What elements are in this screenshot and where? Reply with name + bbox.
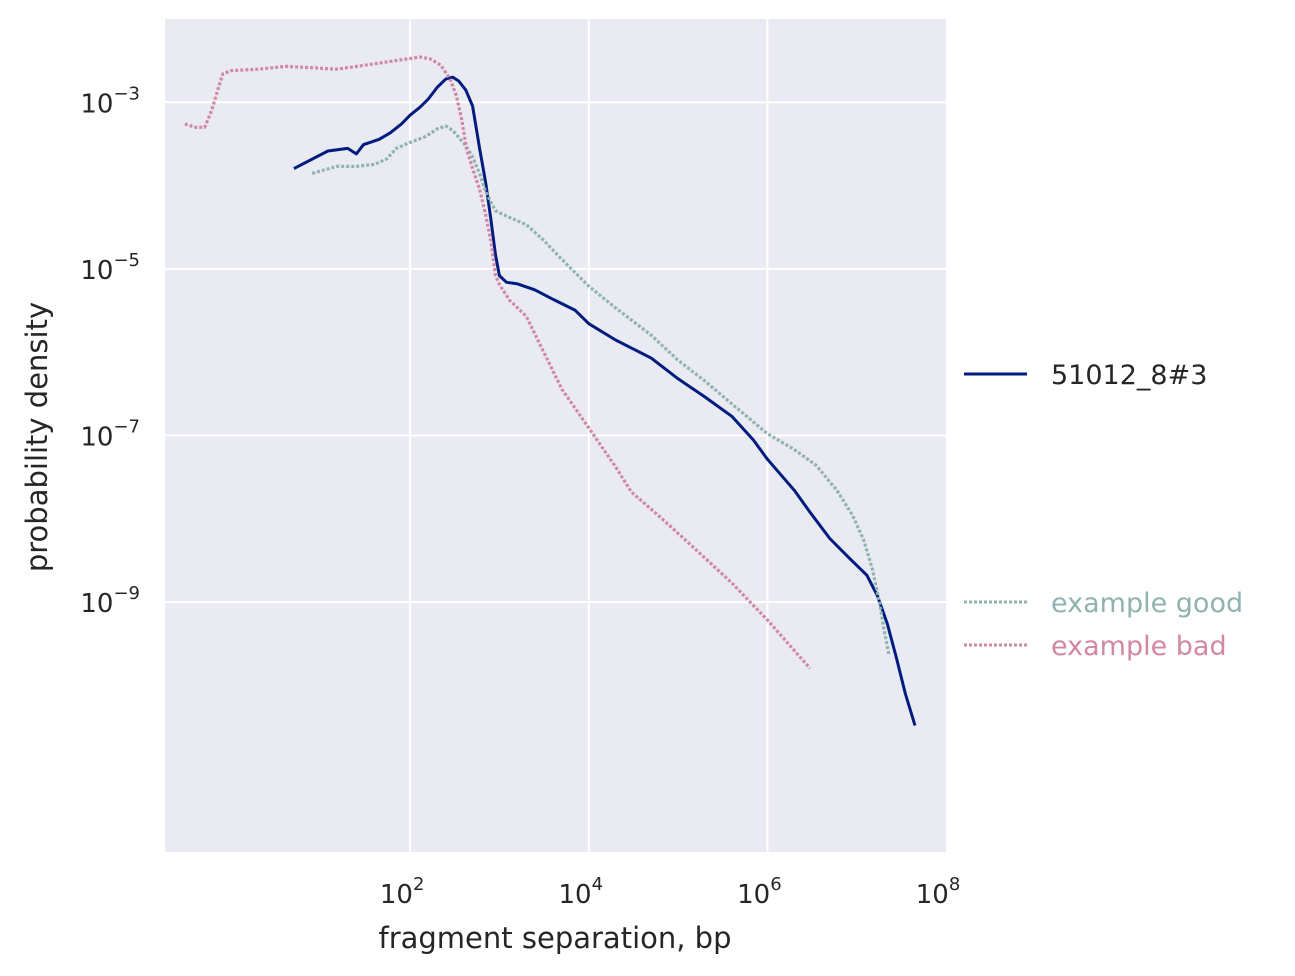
legend-label-51012-8-3: 51012_8#3 xyxy=(1051,360,1207,391)
x-tick-label-1: 104 xyxy=(558,874,603,910)
x-tick-label-0: 102 xyxy=(380,874,425,910)
y-axis-label: probability density xyxy=(20,302,54,572)
y-tick-label-2: 10−7 xyxy=(80,417,140,453)
y-tick-label-3-base: 10−9 xyxy=(80,583,140,619)
x-tick-label-2-exponent: 6 xyxy=(770,874,781,895)
x-tick-label-2-base: 106 xyxy=(737,874,782,910)
y-tick-label-1-base: 10−5 xyxy=(80,250,140,286)
x-tick-label-0-base: 102 xyxy=(380,874,425,910)
x-tick-label-3-base: 108 xyxy=(916,874,961,910)
y-tick-label-3-exponent: −9 xyxy=(113,583,140,604)
series-line-51012-8-3 xyxy=(293,75,917,726)
y-tick-label-0-exponent: −3 xyxy=(113,83,140,104)
y-tick-label-0: 10−3 xyxy=(80,83,140,119)
x-tick-label-2: 106 xyxy=(737,874,782,910)
y-tick-label-2-exponent: −7 xyxy=(113,417,140,438)
legend-label-example-bad: example bad xyxy=(1051,631,1227,662)
legend-label-example-good: example good xyxy=(1051,588,1243,619)
x-axis-label: fragment separation, bp xyxy=(379,921,732,955)
x-tick-label-0-exponent: 2 xyxy=(413,874,424,895)
series-layer xyxy=(184,55,917,726)
tick-layer: 102 104 106 108 10−3 10−5 10−7 10−9 xyxy=(80,83,960,910)
y-tick-label-2-base: 10−7 xyxy=(80,417,140,453)
grid-layer xyxy=(165,19,946,852)
x-tick-label-3-exponent: 8 xyxy=(949,874,960,895)
series-line-example-good xyxy=(311,124,891,656)
x-tick-label-1-base: 104 xyxy=(558,874,603,910)
y-tick-label-0-base: 10−3 xyxy=(80,83,140,119)
y-tick-label-3: 10−9 xyxy=(80,583,140,619)
y-tick-label-1-exponent: −5 xyxy=(113,250,140,271)
x-tick-label-3: 108 xyxy=(916,874,961,910)
x-tick-label-1-exponent: 4 xyxy=(592,874,603,895)
series-line-example-bad xyxy=(184,55,812,670)
y-tick-label-1: 10−5 xyxy=(80,250,140,286)
